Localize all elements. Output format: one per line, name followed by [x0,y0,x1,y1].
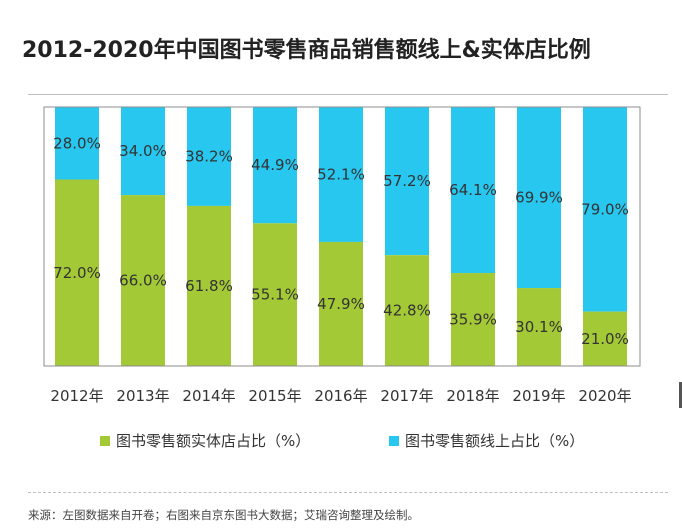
bar-offline-1 [121,195,165,366]
data-label-offline-8: 21.0% [581,330,629,348]
bar-online-1 [121,107,165,196]
legend-swatch-offline [100,435,110,446]
page-edge-marker [679,382,682,408]
source-divider [28,492,668,493]
x-tick-label-5: 2017年 [380,387,433,405]
data-label-online-7: 69.9% [515,189,563,207]
bar-online-2 [187,107,231,206]
bar-offline-4 [319,241,363,366]
bar-online-8 [583,107,627,312]
data-label-online-8: 79.0% [581,200,629,218]
data-label-offline-6: 35.9% [449,311,497,329]
bar-online-0 [55,107,99,180]
data-label-offline-2: 61.8% [185,277,233,295]
x-tick-label-3: 2015年 [248,387,301,405]
bar-offline-8 [583,311,627,366]
bar-offline-3 [253,223,297,366]
data-label-online-3: 44.9% [251,156,299,174]
x-tick-label-7: 2019年 [512,387,565,405]
legend-label-online: 图书零售额线上占比（%） [405,432,585,450]
legend-item-offline: 图书零售额实体店占比（%） [100,430,310,451]
legend-label-offline: 图书零售额实体店占比（%） [116,432,311,450]
data-label-offline-0: 72.0% [53,264,101,282]
bar-offline-7 [517,288,561,366]
x-tick-label-8: 2020年 [578,387,631,405]
bar-online-4 [319,107,363,242]
bar-online-7 [517,107,561,289]
stacked-bar-chart: 28.0% 72.0% 2012年 34.0% 66.0% 2013年 38.2% 61.8%… [43,106,641,405]
bar-online-3 [253,107,297,224]
x-tick-label-2: 2014年 [182,387,235,405]
data-label-online-2: 38.2% [185,147,233,165]
data-label-offline-3: 55.1% [251,286,299,304]
title-divider [28,94,668,95]
plot-frame [43,106,641,367]
x-tick-label-6: 2018年 [446,387,499,405]
data-label-offline-5: 42.8% [383,302,431,320]
bar-offline-0 [55,179,99,366]
bar-offline-5 [385,255,429,366]
data-label-online-6: 64.1% [449,181,497,199]
x-tick-label-1: 2013年 [116,387,169,405]
data-label-online-5: 57.2% [383,172,431,190]
data-label-offline-7: 30.1% [515,318,563,336]
legend-swatch-online [389,435,399,446]
bar-offline-6 [451,273,495,366]
source-note: 来源：左图数据来自开卷；右图来自京东图书大数据；艾瑞咨询整理及绘制。 [28,508,419,522]
data-label-online-0: 28.0% [53,134,101,152]
bar-offline-2 [187,205,231,366]
x-tick-label-4: 2016年 [314,387,367,405]
data-label-online-4: 52.1% [317,165,365,183]
chart-title: 2012-2020年中国图书零售商品销售额线上&实体店比例 [22,38,591,63]
data-label-offline-4: 47.9% [317,295,365,313]
x-tick-label-0: 2012年 [50,387,103,405]
bar-online-5 [385,107,429,256]
bar-online-6 [451,107,495,274]
data-label-online-1: 34.0% [119,142,167,160]
data-label-offline-1: 66.0% [119,272,167,290]
legend-item-online: 图书零售额线上占比（%） [389,430,584,451]
